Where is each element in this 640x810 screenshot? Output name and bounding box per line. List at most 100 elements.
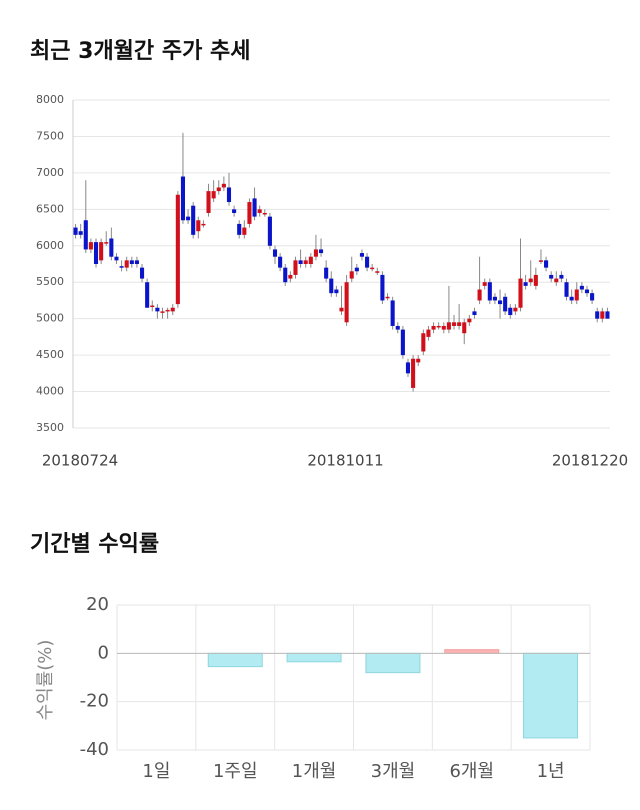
bar xyxy=(365,652,421,674)
y-tick-label: 8000 xyxy=(36,93,64,106)
y-tick-label: 4000 xyxy=(36,385,64,398)
candle-body xyxy=(416,358,421,363)
candle-body xyxy=(405,362,411,374)
candle-body xyxy=(267,216,272,246)
candle-body xyxy=(134,260,139,264)
bar xyxy=(444,649,500,654)
candle-body xyxy=(155,307,160,312)
candle-body xyxy=(421,333,426,352)
candle-body xyxy=(462,322,467,334)
candle-body xyxy=(114,256,119,261)
candle-body xyxy=(395,325,400,330)
candle-body xyxy=(605,311,610,319)
candle-body xyxy=(272,249,278,257)
candle-body xyxy=(441,325,446,330)
candle-body xyxy=(150,305,155,308)
candle-body xyxy=(257,209,262,213)
y-tick-label: 0 xyxy=(98,642,109,663)
candle-body xyxy=(467,318,472,323)
candle-body xyxy=(559,274,564,279)
candle-body xyxy=(232,209,237,213)
candle-body xyxy=(329,278,334,294)
candle-body xyxy=(380,274,385,301)
candle-body xyxy=(129,260,134,264)
candle-body xyxy=(298,260,303,264)
candle-body xyxy=(165,309,170,312)
candle-body xyxy=(600,311,605,319)
y-axis-label: 수익률(%) xyxy=(35,640,56,721)
candle-body xyxy=(288,274,293,279)
candle-body xyxy=(303,260,308,264)
candle-body xyxy=(487,282,492,301)
candle-body xyxy=(446,322,451,330)
candle-body xyxy=(370,267,375,270)
candle-body xyxy=(293,260,298,275)
candle-body xyxy=(252,198,257,217)
candle-body xyxy=(385,296,390,299)
candle-body xyxy=(365,256,370,268)
candle-body xyxy=(211,191,216,199)
candle-body xyxy=(564,282,569,297)
candle-body xyxy=(497,300,503,305)
x-tick-label: 6개월 xyxy=(449,761,494,782)
candle-body xyxy=(283,267,288,283)
candle-body xyxy=(339,307,344,312)
candle-body xyxy=(104,242,109,244)
x-tick-label: 20180724 xyxy=(42,452,118,470)
candle-body xyxy=(523,282,528,286)
bar xyxy=(523,652,579,739)
candle-body xyxy=(78,231,83,235)
candle-body xyxy=(237,223,242,235)
candle-body xyxy=(472,311,477,316)
candle-body xyxy=(83,220,88,250)
candle-body xyxy=(186,216,191,221)
candle-body xyxy=(579,285,584,290)
y-tick-label: -20 xyxy=(80,691,109,712)
candle-body xyxy=(201,223,206,226)
candle-body xyxy=(569,296,574,301)
y-tick-label: 4500 xyxy=(36,348,64,361)
y-tick-label: 7500 xyxy=(36,129,64,142)
candle-body xyxy=(139,267,145,279)
candle-body xyxy=(313,249,318,257)
bar xyxy=(207,652,263,668)
candle-body xyxy=(221,183,226,188)
candle-body xyxy=(436,325,441,328)
y-tick-label: -40 xyxy=(80,739,109,760)
candle-body xyxy=(513,307,518,312)
candle-body xyxy=(262,212,267,215)
candle-body xyxy=(73,227,78,235)
x-tick-label: 20181011 xyxy=(307,452,383,470)
candle-body xyxy=(145,282,150,308)
candle-body xyxy=(354,267,359,272)
y-tick-label: 20 xyxy=(86,594,109,615)
candle-body xyxy=(191,205,196,235)
x-tick-label: 1개월 xyxy=(292,761,337,782)
y-tick-label: 5000 xyxy=(36,312,64,325)
candle-body xyxy=(457,322,462,326)
y-tick-label: 5500 xyxy=(36,275,64,288)
candle-body xyxy=(180,176,186,221)
candle-body xyxy=(400,329,405,356)
candle-body xyxy=(344,282,349,323)
candle-body xyxy=(426,329,431,337)
candle-body xyxy=(88,242,93,250)
candle-body xyxy=(278,256,283,268)
candle-body xyxy=(109,238,114,257)
candle-body xyxy=(359,253,365,257)
candle-body xyxy=(119,266,124,268)
x-tick-label: 1주일 xyxy=(213,761,258,782)
y-tick-label: 6500 xyxy=(36,202,64,215)
candle-body xyxy=(196,220,201,232)
candle-body xyxy=(574,289,579,301)
bar xyxy=(286,652,342,663)
candle-body xyxy=(124,260,129,268)
candle-body xyxy=(538,260,544,262)
candle-body xyxy=(492,296,497,301)
candle-body xyxy=(349,271,354,279)
candle-body xyxy=(160,311,165,313)
candle-body xyxy=(334,289,339,294)
chart-title: 기간별 수익률 xyxy=(30,532,159,557)
candle-body xyxy=(595,311,600,319)
candle-body xyxy=(411,358,416,388)
